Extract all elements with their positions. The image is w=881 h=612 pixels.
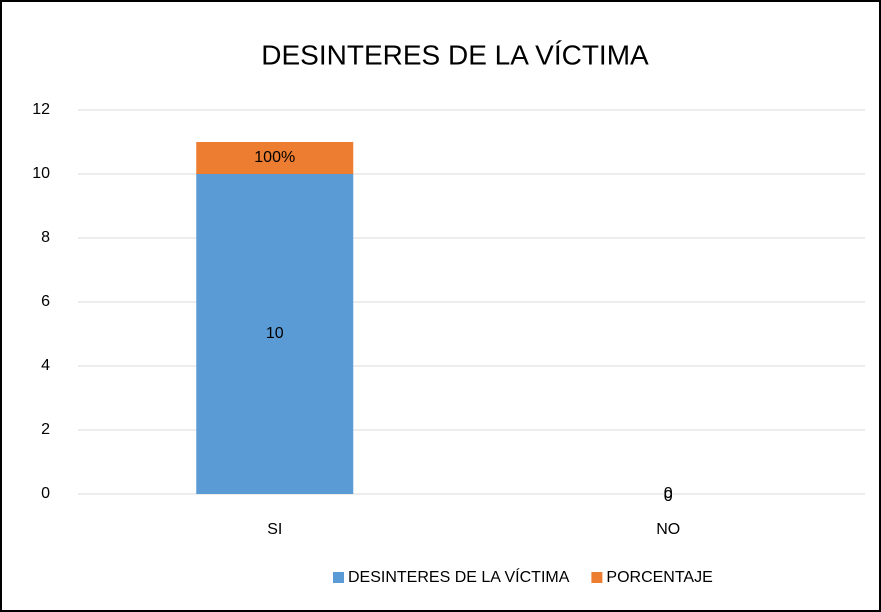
bar-segment: [196, 174, 354, 494]
y-tick-label: 2: [41, 421, 50, 438]
data-label: 10: [266, 325, 284, 342]
chart-title: DESINTERES DE LA VÍCTIMA: [261, 39, 649, 70]
data-label: 0: [664, 488, 673, 505]
y-tick-label: 0: [41, 485, 50, 502]
legend-swatch: [591, 572, 603, 583]
legend-label: PORCENTAJE: [606, 569, 712, 586]
legend-label: DESINTERES DE LA VÍCTIMA: [348, 567, 570, 586]
legend-swatch: [333, 572, 344, 583]
y-tick-label: 12: [32, 101, 50, 118]
data-label: 100%: [254, 149, 295, 166]
y-tick-label: 6: [41, 293, 50, 310]
bar-segment: [196, 142, 354, 174]
data-label: 0: [664, 485, 673, 502]
y-tick-label: 10: [32, 165, 50, 182]
y-tick-label: 8: [41, 229, 50, 246]
x-tick-label: SI: [267, 521, 282, 538]
x-tick-label: NO: [656, 521, 680, 538]
y-tick-label: 4: [41, 357, 50, 374]
